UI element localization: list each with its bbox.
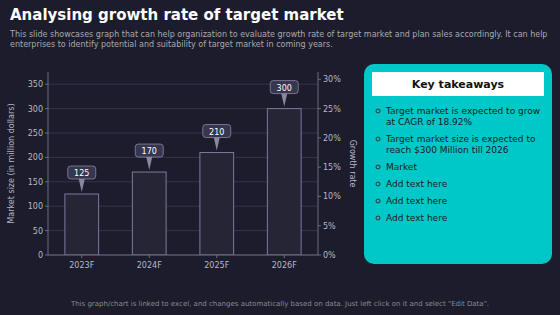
text-line: Add text here [386, 179, 448, 189]
bar [132, 172, 166, 255]
text-line: Target market size is expected to [385, 134, 536, 144]
x-tick [81, 255, 82, 258]
bullet [376, 182, 380, 186]
y-tick [45, 255, 48, 256]
bullet [376, 137, 380, 141]
x-tick [149, 255, 150, 258]
bullet [376, 199, 380, 203]
takeaway-item: Target market size is expected toreach $… [385, 134, 536, 155]
grid [48, 84, 318, 255]
data-label-group: 170 [135, 144, 163, 170]
y-tick-label: 350 [28, 80, 43, 89]
x-tick-label: 2023F [69, 261, 94, 270]
y-tick [45, 108, 48, 109]
text-line: reach $300 Million till 2026 [386, 145, 509, 155]
y2-tick-label: 15% [323, 163, 341, 172]
x-axis-line [48, 255, 318, 256]
bar [65, 194, 99, 255]
y2-tick [318, 167, 321, 168]
takeaways-header [372, 72, 544, 96]
callout-box [203, 125, 231, 138]
y2-axis-line [318, 72, 319, 255]
y2-tick [318, 225, 321, 226]
data-label: 125 [74, 169, 89, 178]
data-label-group: 300 [270, 81, 298, 107]
y-tick [45, 133, 48, 134]
y-tick-label: 100 [28, 202, 43, 211]
y2-tick-label: 0% [323, 251, 336, 260]
text-line: at CAGR of 18.92% [386, 117, 473, 127]
takeaways-title: Key takeaways [412, 78, 505, 91]
data-label: 300 [277, 84, 292, 93]
subtitle: This slide showcases graph that can help… [9, 30, 547, 49]
footer: This graph/chart is linked to excel, and… [70, 300, 489, 308]
bar [200, 153, 234, 255]
y-tick [45, 230, 48, 231]
background [0, 0, 560, 315]
callout-box [68, 166, 96, 179]
bullet [376, 216, 380, 220]
text-line: enterprises to identify potential and su… [10, 40, 333, 49]
x-tick [284, 255, 285, 258]
takeaways-panel [364, 64, 552, 264]
callout-box [270, 81, 298, 94]
y-tick-label: 150 [28, 178, 43, 187]
data-label-group: 210 [203, 125, 231, 151]
takeaway-item: Target market is expected to growat CAGR… [385, 106, 540, 127]
callout-pointer [146, 157, 152, 170]
text-line: Add text here [386, 196, 448, 206]
bar [267, 109, 301, 255]
x-tick-label: 2025F [204, 261, 229, 270]
bullet [376, 165, 380, 169]
y-tick [45, 181, 48, 182]
y-tick-label: 50 [33, 227, 43, 236]
y-axis-line [48, 72, 49, 255]
x-tick [216, 255, 217, 258]
callout-pointer [281, 94, 287, 107]
y-axis-title: Market size (in million dollars) [7, 103, 16, 223]
callout-pointer [79, 179, 85, 192]
y2-tick-label: 30% [323, 75, 341, 84]
bars [65, 109, 301, 255]
y2-tick [318, 196, 321, 197]
y2-tick [318, 255, 321, 256]
data-label-group: 125 [68, 166, 96, 192]
bullet [376, 109, 380, 113]
text-line: Target market is expected to grow [385, 106, 540, 116]
text-line: Add text here [386, 213, 448, 223]
y2-tick-label: 5% [323, 222, 336, 231]
takeaway-item: Add text here [386, 179, 448, 189]
takeaway-item: Add text here [386, 196, 448, 206]
takeaway-item: Market [386, 162, 417, 172]
y-tick-label: 200 [28, 153, 43, 162]
y-tick-label: 250 [28, 129, 43, 138]
y2-tick [318, 79, 321, 80]
y2-tick [318, 108, 321, 109]
takeaway-item: Add text here [386, 213, 448, 223]
y2-tick [318, 137, 321, 138]
y-tick [45, 157, 48, 158]
y-tick [45, 84, 48, 85]
title: Analysing growth rate of target market [10, 6, 344, 24]
y-tick-label: 300 [28, 105, 43, 114]
callout-box [135, 144, 163, 157]
y2-tick-label: 20% [323, 134, 341, 143]
grid-line [48, 255, 318, 256]
y2-tick-label: 10% [323, 192, 341, 201]
callout-pointer [214, 138, 220, 151]
y-tick [45, 206, 48, 207]
x-tick-label: 2026F [272, 261, 297, 270]
data-label: 210 [209, 128, 224, 137]
text-line: Market [386, 162, 417, 172]
x-tick-label: 2024F [137, 261, 162, 270]
y-tick-label: 0 [38, 251, 43, 260]
data-label: 170 [142, 147, 157, 156]
y2-tick-label: 25% [323, 105, 341, 114]
y2-axis-title: Growth rate [348, 140, 357, 188]
text-line: This slide showcases graph that can help… [9, 30, 547, 39]
